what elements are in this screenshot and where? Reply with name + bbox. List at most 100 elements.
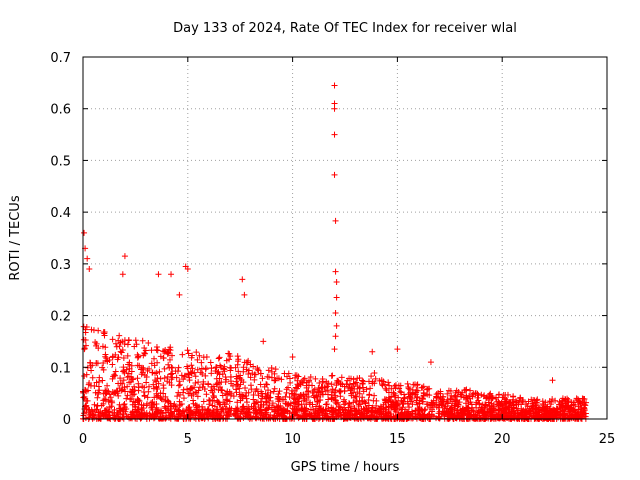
data-point (426, 385, 433, 392)
data-point (385, 389, 392, 396)
data-point (233, 381, 240, 388)
data-point (167, 371, 174, 378)
data-point (177, 381, 184, 388)
data-point (520, 397, 527, 404)
data-point (259, 375, 266, 382)
data-point (378, 381, 385, 388)
data-point (380, 414, 387, 421)
data-point (370, 397, 377, 404)
data-point (271, 406, 278, 413)
data-point (542, 399, 549, 406)
data-point (115, 392, 122, 399)
data-point (353, 379, 360, 386)
data-point (224, 397, 231, 404)
x-tick-label: 10 (284, 432, 301, 447)
data-point (274, 415, 281, 422)
data-point (365, 396, 372, 403)
data-point (115, 380, 122, 387)
data-point (251, 376, 258, 383)
data-point (121, 369, 128, 376)
data-point (307, 374, 314, 381)
data-point (127, 396, 134, 403)
data-point (353, 408, 360, 415)
data-point (226, 398, 233, 405)
data-point (333, 322, 340, 329)
data-point (243, 399, 250, 406)
data-point (80, 336, 87, 343)
data-point (188, 408, 195, 415)
data-point (407, 394, 414, 401)
data-point (292, 374, 299, 381)
data-point (539, 405, 546, 412)
data-point (412, 413, 419, 420)
data-point (413, 387, 420, 394)
data-point (104, 382, 111, 389)
data-point (473, 399, 480, 406)
data-point (543, 407, 550, 414)
data-point (526, 410, 533, 417)
data-point (100, 400, 107, 407)
data-point (362, 400, 369, 407)
data-point (467, 387, 474, 394)
data-point (453, 397, 460, 404)
data-point (198, 359, 205, 366)
data-point (295, 373, 302, 380)
data-point (134, 362, 141, 369)
data-point (257, 381, 264, 388)
data-point (234, 399, 241, 406)
data-point (95, 327, 102, 334)
data-point (148, 347, 155, 354)
data-point (481, 404, 488, 411)
data-point (93, 406, 100, 413)
data-point (96, 374, 103, 381)
data-point (192, 373, 199, 380)
data-point (94, 402, 101, 409)
data-point (205, 406, 212, 413)
data-point (443, 408, 450, 415)
data-point (459, 389, 466, 396)
data-point (245, 371, 252, 378)
data-point (188, 354, 195, 361)
data-point (366, 391, 373, 398)
data-point (112, 389, 119, 396)
data-point (194, 366, 201, 373)
data-point (397, 388, 404, 395)
data-point (142, 350, 149, 357)
x-tick-label: 0 (79, 432, 87, 447)
data-point (126, 359, 133, 366)
data-point (173, 374, 180, 381)
data-point (103, 355, 110, 362)
data-point (88, 367, 95, 374)
data-point (331, 346, 338, 353)
data-point (332, 309, 339, 316)
data-point (444, 390, 451, 397)
data-point (235, 356, 242, 363)
data-point (167, 344, 174, 351)
data-point (302, 408, 309, 415)
data-point (259, 390, 266, 397)
data-point (134, 396, 141, 403)
data-point (220, 406, 227, 413)
data-point (86, 406, 93, 413)
data-point (436, 408, 443, 415)
data-point (206, 397, 213, 404)
data-point (174, 393, 181, 400)
data-point (234, 353, 241, 360)
data-point (227, 373, 234, 380)
data-point (222, 374, 229, 381)
data-point (180, 412, 187, 419)
data-point (300, 391, 307, 398)
data-point (87, 359, 94, 366)
data-point (225, 409, 232, 416)
data-point (120, 367, 127, 374)
data-point (336, 388, 343, 395)
data-point (211, 403, 218, 410)
data-point (239, 391, 246, 398)
y-tick-label: 0.4 (50, 206, 71, 221)
data-point (416, 411, 423, 418)
data-point (382, 410, 389, 417)
data-point (199, 371, 206, 378)
data-point (485, 399, 492, 406)
y-tick-label: 0.2 (50, 310, 71, 325)
x-tick-label: 5 (184, 432, 192, 447)
